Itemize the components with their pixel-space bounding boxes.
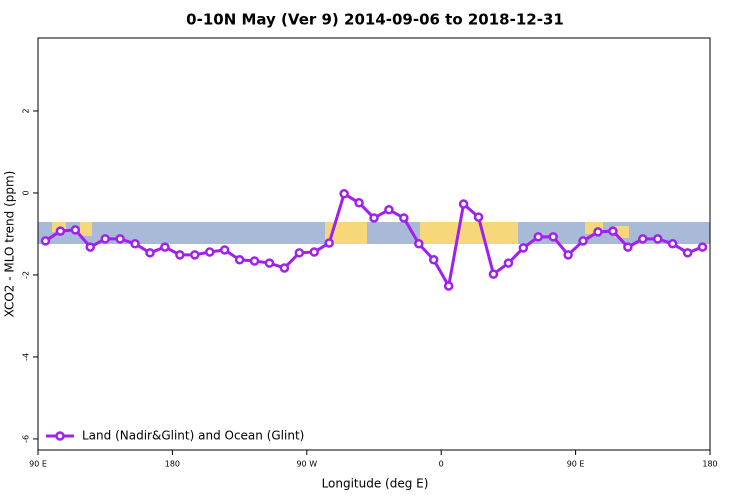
legend-marker xyxy=(55,431,65,441)
point xyxy=(682,248,693,258)
point xyxy=(354,198,364,208)
y-axis-label: XCO2 - MLO trend (ppm) xyxy=(3,171,17,318)
y-tick-label: -4 xyxy=(22,353,31,361)
point xyxy=(279,263,290,273)
point xyxy=(399,213,409,223)
point xyxy=(563,250,573,260)
x-tick-label: 90 E xyxy=(29,460,47,469)
y-tick-label: 0 xyxy=(22,190,31,195)
point xyxy=(578,236,588,246)
point xyxy=(160,242,170,252)
point xyxy=(145,248,155,258)
point xyxy=(294,248,305,258)
point xyxy=(458,199,469,209)
point xyxy=(518,243,529,253)
point xyxy=(428,255,439,265)
point xyxy=(40,236,51,246)
point xyxy=(190,250,200,260)
point xyxy=(384,205,394,215)
point xyxy=(473,212,484,222)
x-axis-label: Longitude (deg E) xyxy=(322,477,429,491)
y-tick-label: -6 xyxy=(22,435,31,443)
x-tick-label: 90 E xyxy=(567,460,585,469)
x-tick-label: 0 xyxy=(439,460,444,469)
point xyxy=(115,234,125,244)
point xyxy=(652,234,663,244)
y-tick-label: 2 xyxy=(22,108,31,113)
point xyxy=(443,281,454,291)
point xyxy=(623,242,633,252)
point xyxy=(175,250,185,260)
point xyxy=(309,247,320,257)
point xyxy=(264,258,275,268)
point xyxy=(55,226,66,236)
point xyxy=(130,239,140,249)
point xyxy=(70,225,81,235)
y-tick-label: -2 xyxy=(22,271,31,279)
point xyxy=(697,242,708,252)
legend-label: Land (Nadir&Glint) and Ocean (Glint) xyxy=(82,429,304,443)
x-tick-label: 90 W xyxy=(296,460,317,469)
chart-title: 0-10N May (Ver 9) 2014-09-06 to 2018-12-… xyxy=(186,11,564,29)
point xyxy=(369,213,379,223)
point xyxy=(219,245,230,255)
x-tick-label: 180 xyxy=(165,460,180,469)
point xyxy=(608,226,618,236)
point xyxy=(488,269,499,279)
point xyxy=(100,234,110,244)
point xyxy=(667,239,678,249)
point xyxy=(593,227,603,237)
point xyxy=(204,247,215,257)
point xyxy=(503,258,514,268)
point xyxy=(638,234,648,244)
point xyxy=(533,232,544,242)
point xyxy=(548,232,558,242)
point xyxy=(85,242,96,252)
point xyxy=(339,189,349,199)
x-tick-label: 180 xyxy=(702,460,717,469)
point xyxy=(234,255,245,265)
point xyxy=(249,256,260,266)
point xyxy=(414,239,424,249)
plot-frame xyxy=(37,37,711,451)
point xyxy=(324,238,334,248)
